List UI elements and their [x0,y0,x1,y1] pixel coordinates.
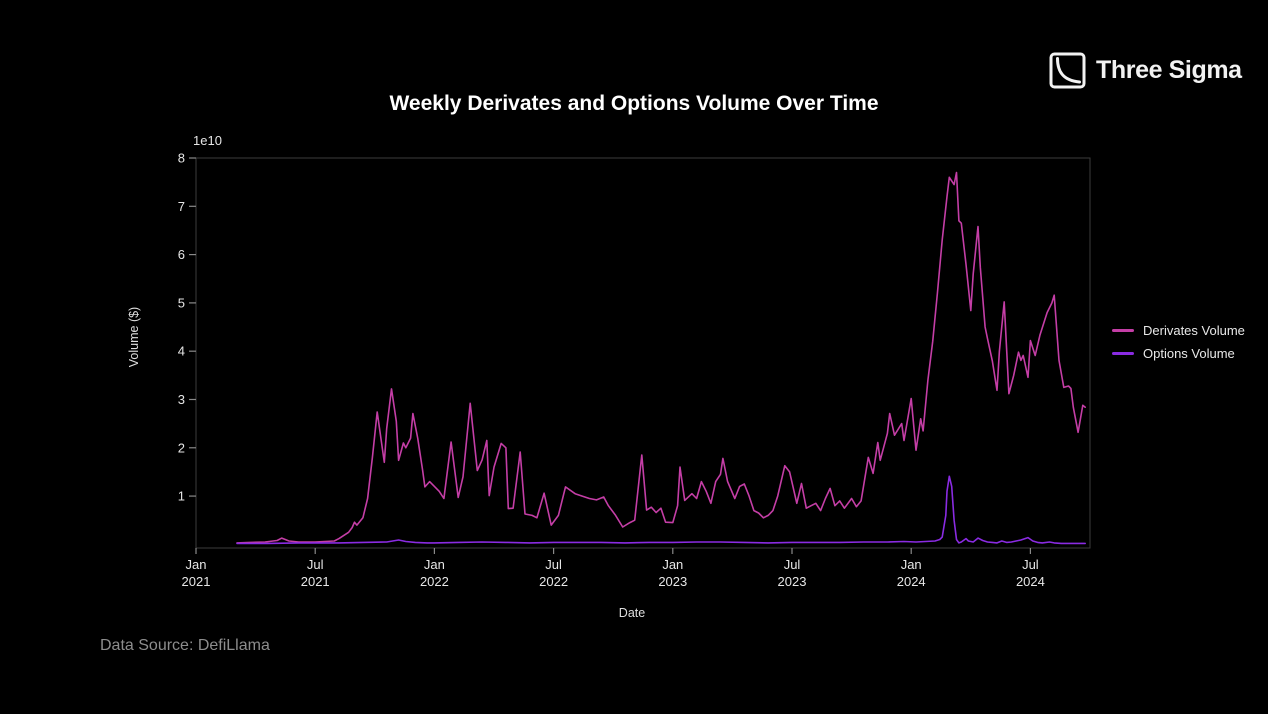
data-source-note: Data Source: DefiLlama [100,637,270,654]
y-tick-label: 3 [178,392,185,407]
chart-title: Weekly Derivates and Options Volume Over… [389,92,879,115]
x-axis-title: Date [618,606,646,620]
legend-item-options: Options Volume [1112,342,1245,365]
y-tick-label: 1 [178,489,185,504]
x-tick-label: Jan 2022 [420,557,449,589]
x-tick-label: Jul 2024 [1016,557,1045,589]
series-line-1 [236,475,1086,545]
y-tick-label: 2 [178,440,185,455]
options-line-swatch [1112,352,1134,355]
y-tick-label: 6 [178,247,185,262]
x-axis-ticks: Jan 2021 Jul 2021 Jan 2022 Jul 2022 Jan 2023 Jul 20… [182,548,1045,589]
y-axis-offset-label: 1e10 [193,133,222,148]
brand-name: Three Sigma [1096,56,1242,84]
x-tick-label: Jan 2021 [182,557,211,589]
x-tick-label: Jul 2021 [301,557,330,589]
legend-item-derivates: Derivates Volume [1112,319,1245,342]
x-tick-label: Jul 2023 [778,557,807,589]
y-axis-ticks: 1 2 3 4 5 6 7 8 [178,151,196,504]
data-series [236,171,1086,545]
x-tick-label: Jul 2022 [539,557,568,589]
plot-frame [195,157,1091,549]
y-axis-title: Volume ($) [127,306,141,368]
y-tick-label: 4 [178,344,185,359]
x-tick-label: Jan 2024 [897,557,926,589]
y-tick-label: 7 [178,199,185,214]
three-sigma-icon [1049,52,1086,89]
series-line-0 [236,171,1086,544]
chart-legend: Derivates Volume Options Volume [1112,319,1245,365]
brand-logo: Three Sigma [1049,52,1242,89]
y-tick-label: 5 [178,295,185,310]
legend-label: Derivates Volume [1143,323,1245,338]
x-tick-label: Jan 2023 [658,557,687,589]
derivates-line-swatch [1112,329,1134,332]
y-tick-label: 8 [178,151,185,166]
legend-label: Options Volume [1143,346,1235,361]
